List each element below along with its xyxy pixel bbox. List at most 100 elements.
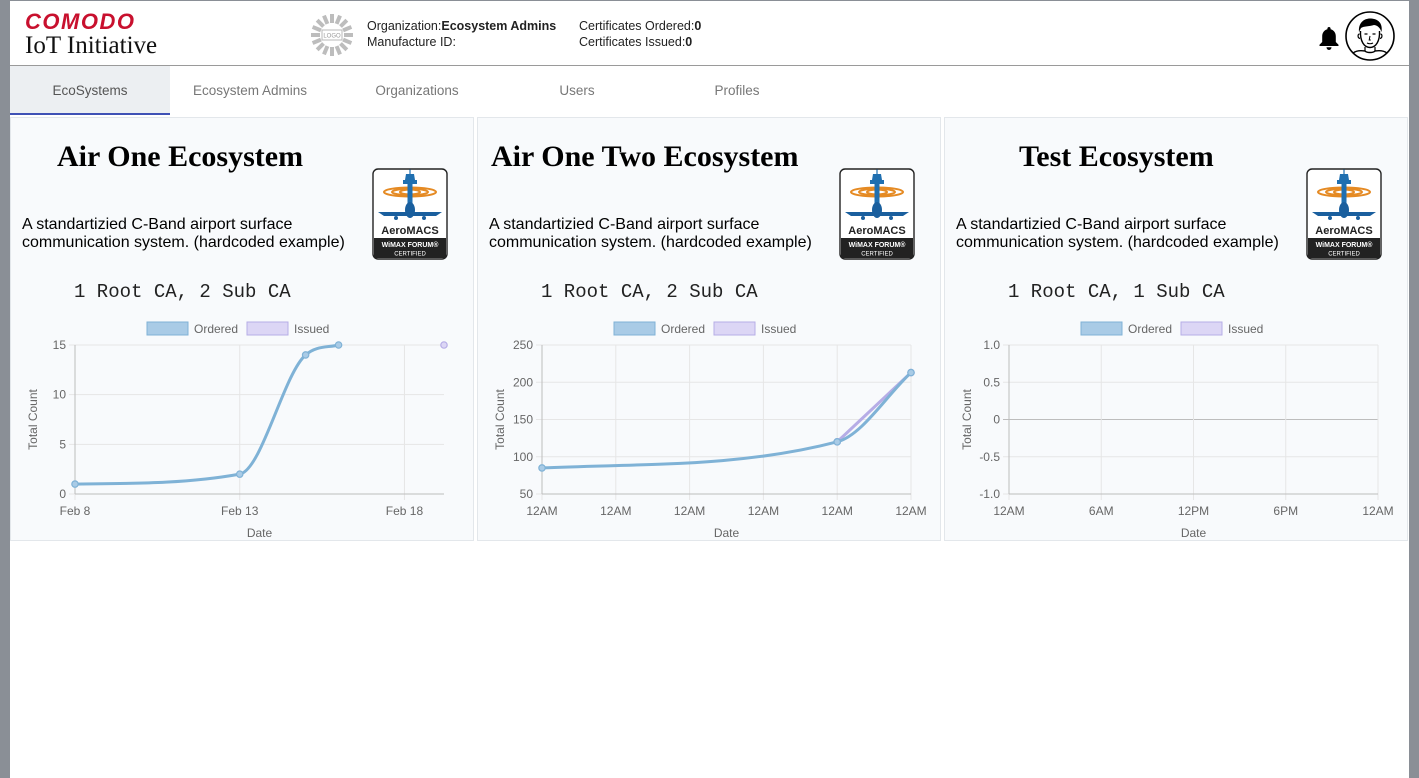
brand-company: COMODO	[25, 9, 136, 34]
aeromacs-badge-forum: WiMAX FORUM®	[849, 241, 907, 249]
chart-legend: Ordered Issued	[1080, 321, 1263, 336]
certificates-ordered-row: Certificates Ordered:0	[579, 19, 701, 35]
x-tick-label: Feb 8	[60, 504, 91, 518]
certificate-line-chart: Ordered Issued 0 5 10 15 Feb 8 Feb 13 Feb 18 Date…	[26, 321, 448, 540]
brand-logo[interactable]: COMODO IoT Initiative	[25, 11, 157, 59]
data-point-ordered	[71, 480, 79, 488]
aeromacs-badge-certified: CERTIFIED	[394, 252, 426, 258]
y-tick-label: 1.0	[983, 338, 1000, 352]
aeromacs-badge-icon: AeroMACS WiMAX FORUM® CERTIFIED	[1306, 168, 1382, 260]
ecosystem-description: A standartizied C-Band airport surface c…	[22, 216, 345, 251]
tab-organizations[interactable]: Organizations	[375, 83, 459, 98]
app-root: COMODO IoT Initiative LOGO Organization:…	[10, 1, 1409, 778]
y-tick-label: -1.0	[979, 487, 1000, 501]
organization-logo-icon: LOGO	[311, 14, 353, 56]
ca-summary: 1 Root CA, 1 Sub CA	[1008, 281, 1225, 303]
certificates-ordered-value: 0	[694, 19, 702, 33]
x-axis-title: Date	[714, 526, 740, 540]
legend-label: Issued	[761, 322, 796, 336]
ca-summary: 1 Root CA, 2 Sub CA	[541, 281, 758, 303]
x-tick-label: 6AM	[1089, 504, 1114, 518]
x-tick-label: 12AM	[674, 504, 705, 518]
y-axis-title: Total Count	[26, 388, 40, 449]
aeromacs-badge-certified: CERTIFIED	[1328, 252, 1360, 258]
certificates-issued-label: Certificates Issued:	[579, 34, 686, 49]
y-tick-label: 0	[59, 487, 66, 501]
ca-summary: 1 Root CA, 2 Sub CA	[74, 281, 291, 303]
organization-label: Organization:	[367, 19, 442, 33]
ecosystem-title: Air One Two Ecosystem	[491, 140, 799, 173]
ecosystem-card[interactable]: Air One Ecosystem A standartizied C-Band…	[10, 117, 474, 541]
y-tick-label: 0	[993, 413, 1000, 427]
x-axis-title: Date	[1181, 526, 1207, 540]
y-tick-label: 5	[59, 437, 66, 451]
brand-product: IoT Initiative	[25, 32, 158, 59]
legend-label: Issued	[1228, 322, 1263, 336]
certificate-line-chart: Ordered Issued 50 100 150 200 250 12AM 12AM 12AM 1…	[493, 321, 927, 540]
tab-profiles[interactable]: Profiles	[714, 83, 760, 98]
window-frame-top	[0, 0, 1419, 1]
ecosystem-card[interactable]: Test Ecosystem A standartizied C-Band ai…	[944, 117, 1408, 541]
x-tick-label: 12AM	[822, 504, 853, 518]
data-point-ordered	[301, 351, 310, 359]
y-tick-label: 15	[53, 338, 67, 352]
organization-value: Ecosystem Admins	[441, 19, 557, 33]
certificates-ordered-label: Certificates Ordered:	[579, 19, 695, 33]
legend-swatch	[1080, 321, 1123, 336]
aeromacs-badge-icon: AeroMACS WiMAX FORUM® CERTIFIED	[372, 168, 448, 260]
tab-ecosystems[interactable]: EcoSystems	[10, 66, 170, 115]
x-tick-label: 6PM	[1273, 504, 1298, 518]
tab-ecosystem-admins[interactable]: Ecosystem Admins	[192, 83, 308, 98]
x-tick-label: 12AM	[600, 504, 631, 518]
legend-swatch	[613, 321, 656, 336]
x-axis-title: Date	[247, 526, 273, 540]
x-tick-label: 12AM	[526, 504, 557, 518]
data-point-ordered	[833, 438, 842, 446]
aeromacs-badge-forum: WiMAX FORUM®	[1316, 241, 1374, 249]
aeromacs-badge-title: AeroMACS	[1315, 225, 1372, 237]
legend-label: Issued	[294, 322, 329, 336]
data-point-ordered	[235, 470, 244, 478]
x-tick-label: 12AM	[895, 504, 926, 518]
organization-info: Organization:Ecosystem Admins Manufactur…	[367, 19, 556, 50]
tab-users[interactable]: Users	[559, 83, 595, 98]
y-tick-label: 250	[513, 338, 533, 352]
window-frame-right	[1409, 0, 1419, 778]
certificates-issued-row: Certificates Issued:0	[579, 35, 701, 51]
certificates-issued-value: 0	[685, 34, 693, 49]
chart-legend: Ordered Issued	[146, 321, 329, 336]
legend-label: Ordered	[661, 322, 705, 336]
aeromacs-badge-icon: AeroMACS WiMAX FORUM® CERTIFIED	[839, 168, 915, 260]
aeromacs-badge-title: AeroMACS	[381, 225, 438, 237]
manufacture-id-label: Manufacture ID:	[367, 34, 456, 49]
certificate-stats: Certificates Ordered:0 Certificates Issu…	[579, 19, 701, 50]
y-tick-label: 10	[53, 388, 67, 402]
y-axis-title: Total Count	[960, 388, 974, 449]
organization-row: Organization:Ecosystem Admins	[367, 19, 556, 35]
user-avatar-icon[interactable]	[1345, 11, 1395, 61]
window-frame-left	[0, 0, 10, 778]
x-tick-label: Feb 18	[386, 504, 424, 518]
y-tick-label: 50	[520, 487, 534, 501]
bell-icon[interactable]	[1317, 25, 1341, 51]
aeromacs-badge-certified: CERTIFIED	[861, 252, 893, 258]
legend-swatch	[713, 321, 756, 336]
ecosystem-card[interactable]: Air One Two Ecosystem A standartizied C-…	[477, 117, 941, 541]
data-point-issued	[440, 341, 448, 349]
chart-legend: Ordered Issued	[613, 321, 796, 336]
main-tabs: EcoSystems Ecosystem Admins Organization…	[10, 66, 1409, 115]
y-axis-title: Total Count	[493, 388, 507, 449]
x-tick-label: Feb 13	[221, 504, 259, 518]
aeromacs-badge-title: AeroMACS	[848, 225, 905, 237]
certificate-line-chart: Ordered Issued -1.0 -0.5 0 0.5 1.0 12AM 6AM 12PM 6…	[960, 321, 1394, 540]
data-point-ordered	[907, 368, 915, 377]
data-point-ordered	[538, 464, 546, 472]
x-tick-label: 12PM	[1178, 504, 1209, 518]
legend-swatch	[1180, 321, 1223, 336]
series-line-ordered	[541, 371, 913, 470]
y-tick-label: 150	[513, 413, 533, 427]
data-point-ordered	[334, 341, 343, 349]
x-tick-label: 12AM	[748, 504, 779, 518]
legend-swatch	[146, 321, 189, 336]
y-tick-label: 0.5	[983, 375, 1000, 389]
